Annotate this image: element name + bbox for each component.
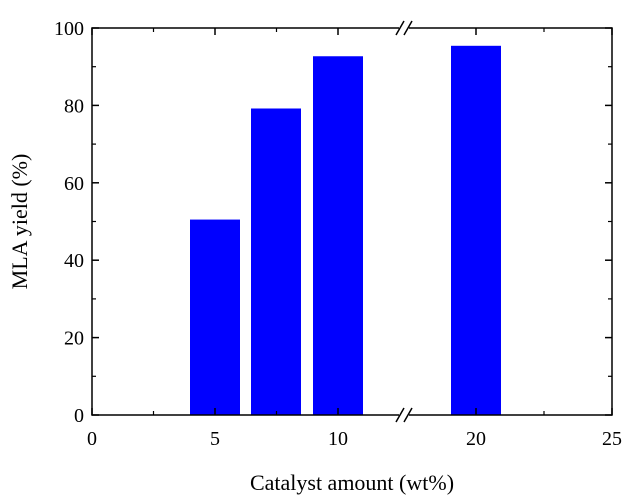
axis-break-gap: [399, 412, 409, 418]
x-axis-ticks: 0 5 10 20 25: [87, 28, 622, 450]
axis-break-slash: [403, 20, 413, 36]
x-tick-label: 10: [328, 428, 348, 450]
bar: [313, 56, 363, 415]
axis-break-gap: [399, 25, 409, 31]
y-tick-label: 80: [64, 95, 84, 117]
y-tick-label: 60: [64, 173, 84, 195]
bars-layer: [190, 45, 501, 415]
x-tick-label: 20: [466, 428, 486, 450]
y-axis-label: MLA yield (%): [7, 154, 32, 290]
x-tick-label: 0: [87, 428, 97, 450]
y-tick-label: 100: [54, 18, 84, 40]
x-tick-label: 5: [210, 428, 220, 450]
bar: [251, 108, 301, 415]
bar: [451, 45, 501, 415]
y-tick-label: 40: [64, 250, 84, 272]
bar: [190, 219, 240, 415]
axis-break-slash: [395, 407, 405, 423]
x-axis-label: Catalyst amount (wt%): [250, 470, 454, 495]
y-tick-label: 0: [74, 405, 84, 427]
y-axis-ticks: 0 20 40 60 80 100: [54, 18, 612, 427]
x-tick-label: 25: [602, 428, 622, 450]
axis-break-marks: [395, 20, 413, 423]
axis-break-slash: [403, 407, 413, 423]
y-tick-label: 20: [64, 328, 84, 350]
axis-break-slash: [395, 20, 405, 36]
